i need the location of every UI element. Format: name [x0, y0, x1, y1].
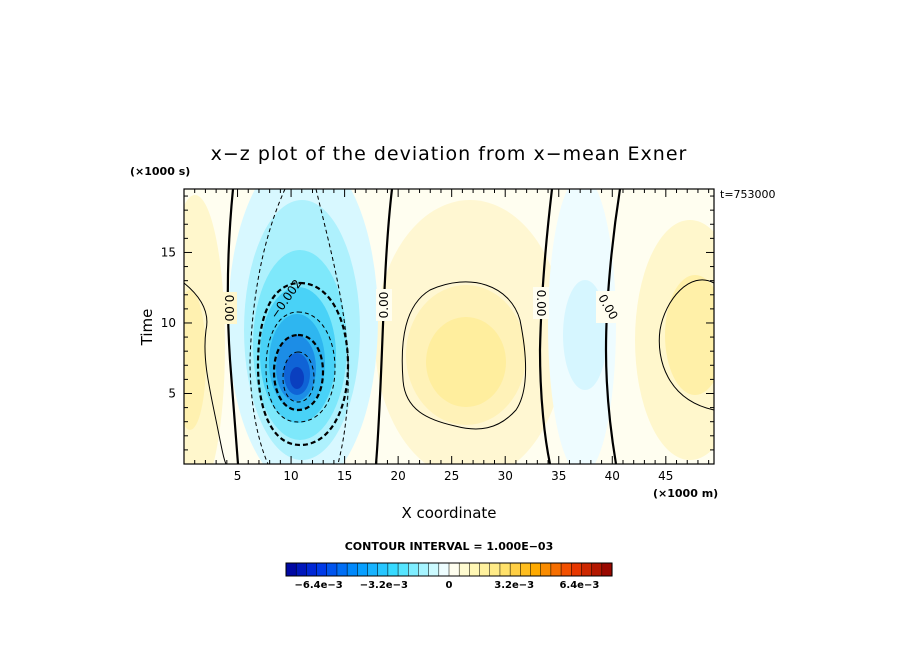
shading-layer	[184, 189, 714, 464]
colorbar-cell	[326, 562, 338, 577]
chart-title: x−z plot of the deviation from x−mean Ex…	[211, 143, 688, 165]
colorbar-tick-label: 3.2e−3	[494, 580, 534, 591]
x-axis: 5 10 15 20 25 30 35 40 45	[194, 189, 710, 483]
contour-lines	[184, 189, 714, 464]
x-axis-label: X coordinate	[401, 504, 496, 522]
contour-label: 0.00	[222, 295, 236, 322]
colorbar-cell	[428, 562, 440, 577]
colorbar-cell	[581, 562, 593, 577]
colorbar-cell	[489, 562, 501, 577]
y-tick-label: 15	[161, 245, 176, 259]
colorbar-cell	[285, 562, 297, 577]
colorbar-tick-label: −3.2e−3	[360, 580, 408, 591]
x-tick-label: 45	[658, 469, 673, 483]
colorbar-cell	[387, 562, 399, 577]
colorbar-cell	[479, 562, 491, 577]
colorbar	[285, 562, 613, 577]
x-tick-label: 20	[391, 469, 406, 483]
colorbar-ticks: −6.4e−3 −3.2e−3 0 3.2e−3 6.4e−3	[294, 580, 599, 591]
x-tick-label: 25	[444, 469, 459, 483]
colorbar-cell	[408, 562, 419, 577]
colorbar-cell	[520, 562, 532, 577]
contour-interval-label: CONTOUR INTERVAL = 1.000E−03	[345, 540, 554, 553]
y-unit-label: (×1000 s)	[130, 165, 190, 178]
colorbar-frame	[285, 562, 613, 577]
colorbar-cell	[458, 562, 470, 577]
colorbar-cell	[571, 562, 582, 577]
colorbar-cell	[499, 562, 511, 577]
colorbar-cell	[306, 562, 318, 577]
colorbar-cell	[397, 562, 409, 577]
y-tick-label: 10	[161, 316, 176, 330]
colorbar-cell	[295, 562, 307, 577]
colorbar-cell	[591, 562, 603, 577]
x-unit-label: (×1000 m)	[653, 487, 718, 500]
colorbar-tick-label: 0	[446, 580, 453, 591]
colorbar-cell	[540, 562, 552, 577]
colorbar-tick-label: 6.4e−3	[559, 580, 599, 591]
colorbar-cell	[418, 562, 430, 577]
x-tick-label: 15	[337, 469, 352, 483]
colorbar-cell	[336, 562, 348, 577]
x-tick-label: 30	[498, 469, 513, 483]
colorbar-cell	[448, 562, 460, 577]
colorbar-cell	[316, 562, 328, 577]
colorbar-cell	[438, 562, 450, 577]
colorbar-cell	[357, 562, 369, 577]
colorbar-cell	[377, 562, 389, 577]
colorbar-cell	[550, 562, 562, 577]
x-tick-label: 40	[605, 469, 620, 483]
contour-label: 0.00	[534, 290, 548, 317]
colorbar-cell	[560, 562, 572, 577]
time-label: t=753000	[720, 188, 776, 201]
colorbar-cell	[601, 562, 613, 577]
colorbar-tick-label: −6.4e−3	[294, 580, 342, 591]
contour-label: 0.00	[377, 292, 391, 319]
colorbar-cell	[469, 562, 481, 577]
y-axis-label: Time	[138, 309, 156, 347]
colorbar-cell	[346, 562, 358, 577]
y-axis: 5 10 15	[161, 195, 714, 451]
colorbar-cell	[530, 562, 542, 577]
x-tick-label: 35	[551, 469, 566, 483]
colorbar-cell	[509, 562, 521, 577]
y-tick-label: 5	[168, 386, 176, 400]
plot-frame	[183, 188, 715, 465]
colorbar-cell	[367, 562, 379, 577]
x-tick-label: 10	[283, 469, 298, 483]
x-tick-label: 5	[234, 469, 242, 483]
contour-labels: 0.00 −0.002 0.00 0.00 0.00	[221, 277, 621, 324]
